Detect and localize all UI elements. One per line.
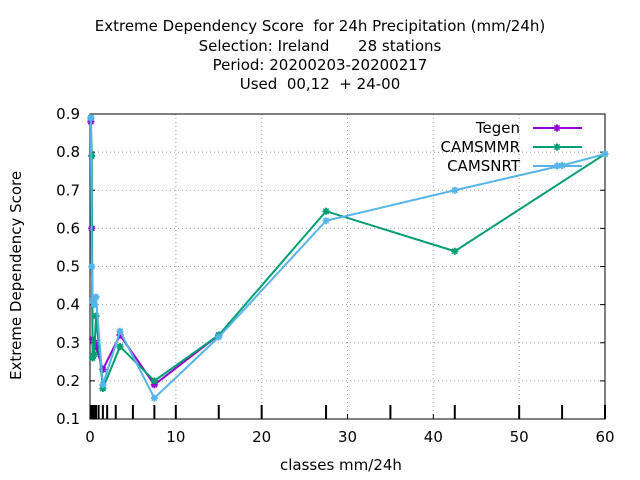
y-axis-label: Extreme Dependency Score bbox=[7, 170, 25, 380]
y-tick-label-6: 0.7 bbox=[56, 181, 80, 199]
series-camsnrt-point-9 bbox=[322, 217, 330, 225]
series-camsmmr-point-9 bbox=[322, 207, 330, 215]
x-tick-label-5: 50 bbox=[510, 428, 529, 446]
axes: 0 10 20 30 40 50 60 0.1 0.2 0.3 0.4 0.5 0.6 0.7 0.8 0.9 bbox=[56, 105, 614, 446]
series-camsnrt-point-12 bbox=[601, 150, 609, 158]
series-camsnrt-point-5 bbox=[99, 381, 107, 389]
chart-title-line-1: Extreme Dependency Score for 24h Precipi… bbox=[94, 17, 546, 35]
series-lines bbox=[87, 114, 609, 402]
chart-title-line-4: Used 00,12 + 24-00 bbox=[239, 75, 401, 93]
x-tick-label-4: 40 bbox=[424, 428, 443, 446]
chart-title-line-2: Selection: Ireland 28 stations bbox=[198, 37, 442, 55]
legend-label-tegen: Tegen bbox=[475, 119, 520, 137]
legend-label-camsnrt: CAMSNRT bbox=[447, 157, 521, 175]
series-camsmmr-point-3 bbox=[90, 350, 98, 358]
series-camsnrt-point-6 bbox=[116, 327, 124, 335]
legend-marker-camsmmr bbox=[553, 143, 561, 151]
series-line-camsmmr bbox=[89, 117, 606, 389]
series-line-tegen bbox=[89, 121, 220, 387]
series-camsnrt-point-7 bbox=[150, 394, 158, 402]
chart-title-line-3: Period: 20200203-20200217 bbox=[212, 56, 428, 74]
y-tick-label-4: 0.5 bbox=[56, 258, 80, 276]
y-tick-label-7: 0.8 bbox=[56, 143, 80, 161]
series-camsnrt-point-10 bbox=[451, 186, 459, 194]
y-tick-label-1: 0.2 bbox=[56, 372, 80, 390]
y-tick-label-0: 0.1 bbox=[56, 410, 80, 428]
legend-marker-tegen bbox=[553, 124, 561, 132]
x-tick-label-1: 10 bbox=[166, 428, 185, 446]
grid-lines bbox=[90, 114, 605, 419]
y-tick-label-8: 0.9 bbox=[56, 105, 80, 123]
y-tick-label-5: 0.6 bbox=[56, 219, 80, 237]
series-line-camsnrt bbox=[89, 117, 606, 400]
x-tick-label-6: 60 bbox=[595, 428, 614, 446]
x-tick-label-0: 0 bbox=[85, 428, 95, 446]
series-camsmmr-point-10 bbox=[451, 247, 459, 255]
legend-marker-camsnrt bbox=[553, 162, 561, 170]
series-camsnrt-point-3 bbox=[90, 301, 98, 309]
x-tick-label-2: 20 bbox=[252, 428, 271, 446]
legend-label-camsmmr: CAMSMMR bbox=[440, 138, 520, 156]
y-tick-label-2: 0.3 bbox=[56, 334, 80, 352]
series-camsmmr-point-6 bbox=[116, 343, 124, 351]
series-camsmmr-point-7 bbox=[150, 377, 158, 385]
x-tick-label-3: 30 bbox=[338, 428, 357, 446]
y-tick-label-3: 0.4 bbox=[56, 296, 80, 314]
series-camsnrt-point-8 bbox=[215, 333, 223, 341]
series-camsnrt-point-1 bbox=[88, 263, 96, 270]
series-camsnrt-point-0 bbox=[87, 114, 95, 122]
x-axis-label: classes mm/24h bbox=[280, 456, 402, 474]
series-camsnrt-point-4 bbox=[92, 293, 100, 301]
